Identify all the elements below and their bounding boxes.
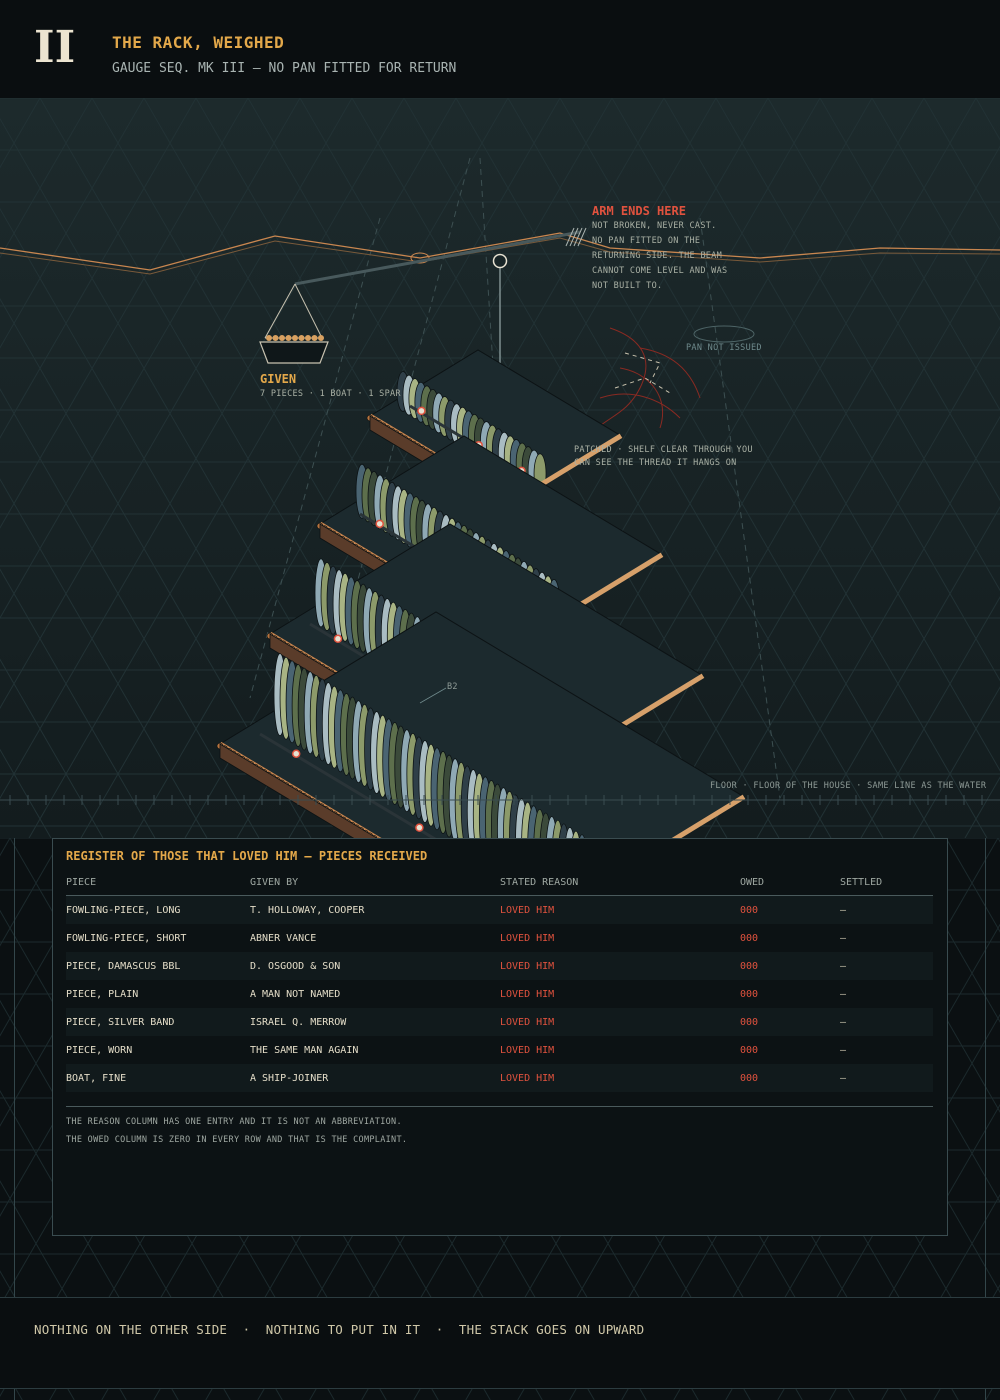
cell-piece: BOAT, FINE — [66, 1064, 250, 1092]
table-row: BOAT, FINE A SHIP-JOINER LOVED HIM 000— — [66, 1064, 933, 1092]
crack-lines — [589, 327, 701, 439]
register-note-reason: THE REASON COLUMN HAS ONE ENTRY AND IT I… — [66, 1117, 402, 1127]
cell-reason: LOVED HIM — [500, 988, 555, 1000]
register-note-owed: THE OWED COLUMN IS ZERO IN EVERY ROW AND… — [66, 1135, 408, 1145]
header: II THE RACK, WEIGHED GAUGE SEQ. MK III —… — [0, 0, 1000, 99]
cell-given-by: D. OSGOOD & SON — [250, 952, 500, 980]
column-header-given-by: GIVEN BY — [250, 877, 500, 896]
cell-owed: 000 — [740, 952, 840, 980]
patched-shelf-note: PATCHED · SHELF CLEAR THROUGH YOU CAN SE… — [574, 445, 753, 468]
cell-settled: — — [840, 1008, 933, 1036]
cell-reason: LOVED HIM — [500, 952, 740, 980]
rack-shelves — [216, 349, 746, 838]
cell-settled: — — [840, 952, 933, 980]
rack-drawing — [0, 98, 1000, 838]
table-row: FOWLING-PIECE, LONG T. HOLLOWAY, COOPER LO… — [66, 895, 933, 924]
arm-ends-note: NOT BROKEN, NEVER CAST. NO PAN FITTED ON… — [592, 221, 728, 291]
cell-settled: — — [840, 932, 847, 944]
section-numeral: II — [34, 22, 76, 73]
cell-reason: LOVED HIM — [500, 932, 555, 944]
cell-owed: 000 — [740, 1044, 759, 1056]
arm-ends-title: ARM ENDS HERE — [592, 204, 686, 218]
table-row: FOWLING-PIECE, SHORT ABNER VANCE LOVED HIM… — [66, 924, 933, 952]
table-row: PIECE, PLAIN A MAN NOT NAMED LOVED HIM 000 — — [66, 980, 933, 1008]
shelf-label-b2: B2 — [447, 682, 458, 692]
given-count: 7 PIECES · 1 BOAT · 1 SPAR — [260, 389, 401, 399]
cell-settled: — — [840, 1044, 847, 1056]
pan-not-issued-label: PAN NOT ISSUED — [686, 343, 762, 353]
beam-end-hatch — [565, 227, 587, 247]
column-header-settled: SETTLED — [840, 877, 933, 896]
cell-owed: 000 — [740, 1008, 840, 1036]
cell-piece: PIECE, DAMASCUS BBL — [66, 952, 250, 980]
cell-given-by: ABNER VANCE — [250, 932, 317, 944]
register-panel: REGISTER OF THOSE THAT LOVED HIM — PIECE… — [52, 838, 948, 1236]
column-header-piece: PIECE — [66, 877, 250, 896]
cell-piece: PIECE, WORN — [66, 1044, 133, 1056]
cell-reason: LOVED HIM — [500, 1008, 740, 1036]
table-row: PIECE, SILVER BAND ISRAEL Q. MERROW LOVED … — [66, 1008, 933, 1036]
cell-owed: 000 — [740, 932, 759, 944]
shelf-tier — [216, 611, 746, 838]
floor-ticks — [9, 795, 983, 805]
beam-pivot-ring — [410, 252, 430, 264]
cell-piece: PIECE, SILVER BAND — [66, 1008, 250, 1036]
cell-piece: FOWLING-PIECE, LONG — [66, 895, 250, 924]
crack-lines-light — [614, 352, 671, 394]
cell-piece: PIECE, PLAIN — [66, 988, 139, 1000]
cell-given-by: ISRAEL Q. MERROW — [250, 1008, 500, 1036]
cell-settled: — — [840, 988, 847, 1000]
pivot-ring — [492, 253, 508, 269]
cell-given-by: A SHIP-JOINER — [250, 1064, 500, 1092]
table-row: PIECE, DAMASCUS BBL D. OSGOOD & SON LOVED … — [66, 952, 933, 980]
b2-leader — [419, 687, 447, 704]
cell-owed: 000 — [740, 895, 840, 924]
column-header-owed: OWED — [740, 877, 840, 896]
cell-settled: — — [840, 895, 933, 924]
register-rule — [66, 1106, 933, 1107]
register-title: REGISTER OF THOSE THAT LOVED HIM — PIECE… — [66, 849, 428, 863]
cell-given-by: T. HOLLOWAY, COOPER — [250, 895, 500, 924]
contour-line-echo — [0, 237, 1000, 275]
footer-text: NOTHING ON THE OTHER SIDE · NOTHING TO P… — [34, 1322, 645, 1337]
rack-illustration: ARM ENDS HERE NOT BROKEN, NEVER CAST. NO… — [0, 98, 1000, 838]
cell-owed: 000 — [740, 1064, 840, 1092]
footer: NOTHING ON THE OTHER SIDE · NOTHING TO P… — [0, 1297, 1000, 1389]
cell-reason: LOVED HIM — [500, 1064, 740, 1092]
table-header-row: PIECE GIVEN BY STATED REASON OWED SETTLE… — [66, 877, 933, 896]
given-label: GIVEN — [260, 372, 297, 386]
page-title: THE RACK, WEIGHED — [112, 33, 285, 52]
table-row: PIECE, WORN THE SAME MAN AGAIN LOVED HIM 00… — [66, 1036, 933, 1064]
cell-settled: — — [840, 1064, 933, 1092]
missing-pan-outline — [693, 325, 755, 343]
register-table: PIECE GIVEN BY STATED REASON OWED SETTLE… — [66, 877, 933, 1092]
floor-note: FLOOR · FLOOR OF THE HOUSE · SAME LINE A… — [710, 781, 987, 791]
cell-piece: FOWLING-PIECE, SHORT — [66, 932, 187, 944]
cell-given-by: THE SAME MAN AGAIN — [250, 1044, 359, 1056]
cell-reason: LOVED HIM — [500, 1044, 555, 1056]
given-pan — [259, 283, 329, 364]
balance-beam — [294, 230, 581, 286]
contour-line — [0, 232, 1000, 271]
cell-given-by: A MAN NOT NAMED — [250, 988, 341, 1000]
cell-owed: 000 — [740, 988, 759, 1000]
page-subtitle: GAUGE SEQ. MK III — NO PAN FITTED FOR RE… — [112, 61, 457, 76]
column-header-stated-reason: STATED REASON — [500, 877, 740, 896]
cell-reason: LOVED HIM — [500, 895, 740, 924]
